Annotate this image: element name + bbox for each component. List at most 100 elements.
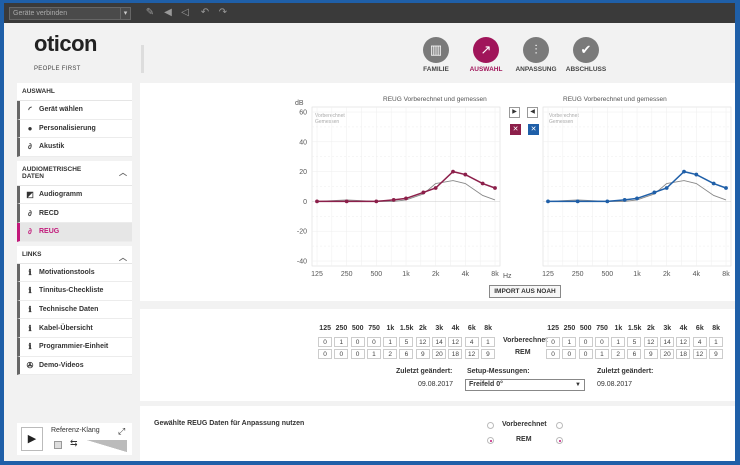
- sidebar-item-geraet-waehlen[interactable]: ◜ Gerät wählen: [17, 101, 132, 120]
- data-point: [682, 169, 686, 174]
- data-point: [694, 172, 699, 177]
- x-tick-label: 500: [601, 271, 613, 278]
- value-cell[interactable]: 0: [594, 337, 609, 347]
- step-auswahl[interactable]: ↗ AUSWAHL: [461, 37, 511, 73]
- value-cell[interactable]: 6: [399, 349, 414, 359]
- value-cell[interactable]: 2: [383, 349, 398, 359]
- value-cell[interactable]: 0: [546, 349, 560, 359]
- value-cell[interactable]: 12: [415, 337, 430, 347]
- value-cell[interactable]: 0: [562, 349, 577, 359]
- step-abschluss[interactable]: ✔ ABSCHLUSS: [561, 37, 611, 73]
- copy-right-button[interactable]: ▶: [509, 107, 520, 118]
- value-cell[interactable]: 9: [480, 349, 495, 359]
- repeat-icon[interactable]: ⇆: [70, 438, 78, 448]
- value-cell[interactable]: 20: [432, 349, 447, 359]
- value-cell[interactable]: 14: [660, 337, 675, 347]
- value-cell[interactable]: 4: [692, 337, 707, 347]
- value-cell[interactable]: 14: [432, 337, 447, 347]
- sidebar-section-audiometrische-daten: AUDIOMETRISCHE DATEN ︿ ◩ Audiogramm ∂ RECD …: [17, 160, 132, 242]
- family-icon: ▥: [423, 37, 449, 63]
- freq-header-cell: 500: [579, 325, 592, 332]
- value-cell[interactable]: 1: [334, 337, 349, 347]
- expand-icon[interactable]: ⤢: [118, 426, 126, 436]
- left-vorberechnet-radio[interactable]: [487, 422, 494, 429]
- select-right-ear-icon[interactable]: ✕: [528, 124, 539, 135]
- value-cell[interactable]: 20: [660, 349, 675, 359]
- value-cell[interactable]: 1: [480, 337, 495, 347]
- y-tick-label: 0: [303, 199, 307, 206]
- sidebar-item-programmier-einheit[interactable]: ℹ Programmier-Einheit: [17, 337, 132, 357]
- value-cell[interactable]: 0: [318, 337, 332, 347]
- value-cell[interactable]: 0: [546, 337, 560, 347]
- y-tick-label: 40: [299, 139, 307, 146]
- step-anpassung[interactable]: ⫶ ANPASSUNG: [511, 37, 561, 73]
- value-cell[interactable]: 12: [448, 337, 463, 347]
- sound-icon[interactable]: ◁: [181, 7, 189, 18]
- sidebar-item-tinnitus-checkliste[interactable]: ℹ Tinnitus-Checkliste: [17, 282, 132, 301]
- value-cell[interactable]: 0: [350, 349, 365, 359]
- value-cell[interactable]: 5: [399, 337, 414, 347]
- sidebar-item-reug[interactable]: ∂ REUG: [17, 222, 132, 242]
- value-cell[interactable]: 1: [383, 337, 398, 347]
- value-cell[interactable]: 9: [708, 349, 723, 359]
- value-cell[interactable]: 1: [562, 337, 577, 347]
- y-tick-label: -40: [297, 259, 307, 266]
- value-cell[interactable]: 6: [627, 349, 642, 359]
- left-rem-radio[interactable]: [487, 437, 494, 444]
- section-title[interactable]: LINKS ︿: [17, 246, 132, 264]
- sidebar-item-akustik[interactable]: ∂ Akustik: [17, 138, 132, 157]
- sidebar-item-audiogramm[interactable]: ◩ Audiogramm: [17, 185, 132, 205]
- sidebar-item-demo-videos[interactable]: ✇ Demo-Videos: [17, 356, 132, 376]
- value-cell[interactable]: 18: [448, 349, 463, 359]
- setup-measurement-select[interactable]: Freifeld 0° ▼: [465, 379, 585, 391]
- x-tick-label: 2k: [663, 271, 671, 278]
- sidebar-item-personalisierung[interactable]: ● Personalisierung: [17, 119, 132, 139]
- value-cell[interactable]: 1: [611, 337, 626, 347]
- undo-icon[interactable]: ↶: [200, 7, 210, 18]
- step-label: FAMILIE: [423, 66, 449, 73]
- value-cell[interactable]: 0: [318, 349, 332, 359]
- value-cell[interactable]: 9: [643, 349, 658, 359]
- freq-header-cell: 250: [335, 325, 348, 332]
- value-cell[interactable]: 0: [366, 337, 381, 347]
- value-cell[interactable]: 1: [594, 349, 609, 359]
- value-cell[interactable]: 0: [350, 337, 365, 347]
- value-cell[interactable]: 12: [464, 349, 479, 359]
- value-cell[interactable]: 1: [366, 349, 381, 359]
- x-tick-label: 125: [311, 271, 323, 278]
- data-point: [605, 199, 610, 204]
- value-cell[interactable]: 5: [627, 337, 642, 347]
- value-cell[interactable]: 12: [692, 349, 707, 359]
- right-vorberechnet-row: 0 1 0 0 1 5 12 14 12 4 1: [546, 337, 725, 347]
- value-cell[interactable]: 2: [611, 349, 626, 359]
- freq-header-cell: 125: [547, 325, 559, 332]
- volume-slider[interactable]: [87, 440, 127, 452]
- tools-icon[interactable]: ✎: [145, 7, 155, 18]
- left-frequency-header: 125 250 500 750 1k 1.5k 2k 3k 4k 6k 8k: [317, 325, 496, 332]
- redo-icon[interactable]: ↷: [218, 7, 228, 18]
- play-button[interactable]: ▶: [21, 427, 43, 451]
- select-left-ear-icon[interactable]: ✕: [510, 124, 521, 135]
- value-cell[interactable]: 9: [415, 349, 430, 359]
- stop-icon[interactable]: [54, 441, 62, 449]
- sidebar-item-recd[interactable]: ∂ RECD: [17, 204, 132, 223]
- sidebar-item-motivationstools[interactable]: ℹ Motivationstools: [17, 263, 132, 283]
- value-cell[interactable]: 12: [676, 337, 691, 347]
- right-vorberechnet-radio[interactable]: [556, 422, 563, 429]
- value-cell[interactable]: 18: [676, 349, 691, 359]
- step-familie[interactable]: ▥ FAMILIE: [411, 37, 461, 73]
- value-cell[interactable]: 1: [708, 337, 723, 347]
- right-rem-radio[interactable]: [556, 437, 563, 444]
- device-connect-select[interactable]: Geräte verbinden ▾: [9, 7, 131, 20]
- copy-left-button[interactable]: ◀: [527, 107, 538, 118]
- import-noah-button[interactable]: IMPORT AUS NOAH: [489, 285, 561, 298]
- value-cell[interactable]: 12: [643, 337, 658, 347]
- value-cell[interactable]: 0: [334, 349, 349, 359]
- value-cell[interactable]: 0: [578, 337, 593, 347]
- mute-icon[interactable]: ◀: [164, 7, 172, 18]
- sidebar-item-technische-daten[interactable]: ℹ Technische Daten: [17, 300, 132, 320]
- sidebar-item-kabel-uebersicht[interactable]: ℹ Kabel-Übersicht: [17, 319, 132, 338]
- value-cell[interactable]: 0: [578, 349, 593, 359]
- value-cell[interactable]: 4: [464, 337, 479, 347]
- section-title[interactable]: AUDIOMETRISCHE DATEN ︿: [17, 161, 132, 186]
